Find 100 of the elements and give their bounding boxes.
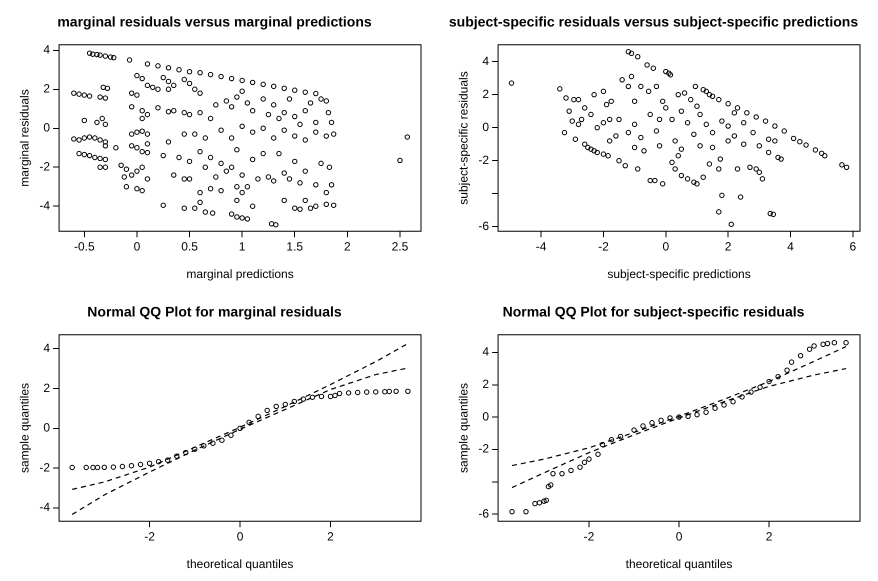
y-tick-label: 0 xyxy=(482,409,490,424)
x-tick-label: 1.5 xyxy=(286,240,304,254)
point xyxy=(544,498,549,504)
point xyxy=(820,342,826,348)
point xyxy=(192,446,198,452)
point xyxy=(536,500,542,506)
point xyxy=(300,396,306,402)
point xyxy=(228,432,234,438)
point xyxy=(532,500,538,506)
x-tick-label: -2 xyxy=(584,530,595,544)
point xyxy=(219,438,225,443)
point xyxy=(346,390,352,396)
point xyxy=(255,414,261,420)
point xyxy=(393,388,399,394)
point xyxy=(618,434,624,440)
y-tick-label: 2 xyxy=(482,86,490,101)
point xyxy=(658,418,664,424)
x-tick-label: 0 xyxy=(662,240,670,254)
point xyxy=(712,405,718,411)
y-tick-label: 0 xyxy=(43,120,50,135)
point xyxy=(354,390,360,396)
point xyxy=(201,443,207,449)
point xyxy=(798,352,804,358)
point xyxy=(685,414,691,419)
point xyxy=(694,412,700,418)
point xyxy=(548,482,554,488)
point xyxy=(237,426,243,431)
x-tick-label: 2 xyxy=(766,530,773,544)
point xyxy=(264,408,270,414)
point xyxy=(832,340,838,346)
y-axis-title: subject-specific residuals xyxy=(456,71,471,205)
point xyxy=(824,340,830,346)
x-tick-label: -0.5 xyxy=(74,240,95,254)
point xyxy=(94,464,100,470)
point xyxy=(784,368,790,373)
point xyxy=(382,388,388,394)
y-tick-label: 0 xyxy=(43,420,50,435)
point xyxy=(788,359,794,365)
chart-title: Normal QQ Plot for marginal residuals xyxy=(87,303,342,320)
point xyxy=(110,464,116,470)
point xyxy=(730,399,736,404)
y-tick-label: -4 xyxy=(39,198,50,213)
point xyxy=(640,423,646,429)
x-axis-title: theoretical quantiles xyxy=(186,557,294,572)
point xyxy=(568,468,574,474)
point xyxy=(766,378,772,384)
point xyxy=(811,343,817,349)
point xyxy=(146,460,152,466)
point xyxy=(739,394,745,400)
point xyxy=(608,437,614,442)
point xyxy=(600,442,606,448)
x-axis-title: marginal predictions xyxy=(186,267,294,282)
point xyxy=(631,427,637,433)
y-tick-label: 2 xyxy=(482,377,490,392)
point xyxy=(183,450,188,456)
x-tick-label: 2.5 xyxy=(392,240,409,254)
y-tick-label: 4 xyxy=(43,42,50,57)
point xyxy=(676,414,682,420)
x-tick-label: 2 xyxy=(327,530,334,544)
point xyxy=(328,394,334,400)
point xyxy=(292,398,298,404)
point xyxy=(138,462,144,468)
y-tick-label: 4 xyxy=(482,344,490,359)
point xyxy=(577,464,583,470)
point xyxy=(156,459,162,464)
x-tick-label: 0.5 xyxy=(181,240,198,254)
point xyxy=(336,390,342,396)
point xyxy=(102,464,108,470)
y-tick-label: -6 xyxy=(478,506,490,520)
point xyxy=(386,388,392,394)
point xyxy=(559,470,565,476)
y-tick-label: -2 xyxy=(478,153,490,168)
point xyxy=(246,420,252,426)
point xyxy=(128,463,134,468)
point xyxy=(69,464,75,470)
y-tick-label: -6 xyxy=(478,219,490,234)
x-tick-label: 0 xyxy=(236,530,244,544)
y-tick-label: 4 xyxy=(43,341,50,356)
point xyxy=(550,470,556,476)
point xyxy=(703,410,709,415)
point xyxy=(210,440,216,446)
point xyxy=(373,389,378,395)
x-tick-label: 6 xyxy=(849,240,856,254)
point xyxy=(649,420,655,426)
point xyxy=(843,340,849,346)
x-tick-label: -2 xyxy=(598,240,610,254)
point xyxy=(523,508,529,514)
x-tick-label: 0 xyxy=(676,530,683,544)
point xyxy=(509,508,515,514)
point xyxy=(90,464,96,470)
point xyxy=(586,456,592,462)
y-tick-label: -2 xyxy=(39,460,50,474)
point xyxy=(274,404,279,410)
point xyxy=(318,394,324,400)
chart-title: subject-specific residuals versus subject-specific predictions xyxy=(448,13,858,30)
x-tick-label: -4 xyxy=(536,240,547,254)
point xyxy=(332,392,338,398)
point xyxy=(667,415,673,421)
y-tick-label: -2 xyxy=(478,442,490,456)
y-tick-label: 0 xyxy=(482,120,490,134)
